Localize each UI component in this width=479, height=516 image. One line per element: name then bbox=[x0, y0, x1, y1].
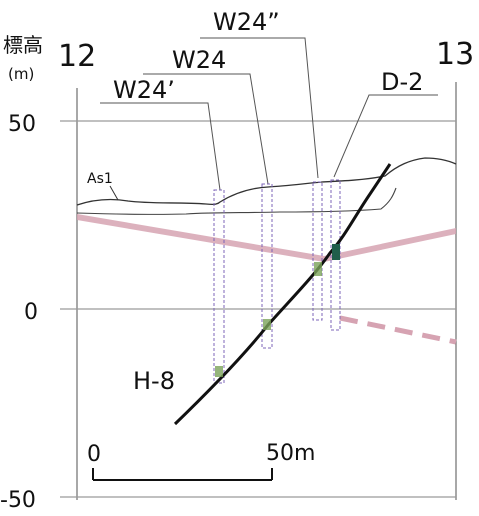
callout-d2 bbox=[333, 94, 438, 178]
fault-marker-w24 bbox=[263, 319, 271, 330]
pink-dashed-extension bbox=[339, 315, 457, 345]
borehole-label-w24-double: W24” bbox=[213, 8, 280, 36]
callout-w24-prime bbox=[100, 102, 221, 191]
fault-h8-line bbox=[173, 163, 392, 426]
scale-bar-end-label: 50m bbox=[266, 441, 315, 466]
fault-marker-w24-double bbox=[314, 262, 322, 276]
unit-label: (m) bbox=[8, 65, 34, 83]
right-section-number: 13 bbox=[436, 37, 474, 72]
left-section-number: 12 bbox=[58, 39, 96, 74]
terrain-surface bbox=[76, 157, 457, 206]
scale-bar-start-label: 0 bbox=[87, 442, 101, 467]
borehole-w24-prime bbox=[213, 189, 225, 384]
borehole-d2 bbox=[330, 179, 341, 331]
as1-layer-label: As1 bbox=[87, 171, 113, 187]
fault-marker-d2 bbox=[332, 244, 340, 260]
callout-w24 bbox=[143, 73, 269, 185]
borehole-label-d2: D-2 bbox=[381, 68, 423, 96]
fault-marker-w24-prime bbox=[215, 366, 223, 377]
borehole-label-w24-prime: W24’ bbox=[113, 76, 175, 104]
as1-lower-boundary bbox=[76, 187, 397, 215]
as1-leader bbox=[109, 185, 119, 201]
y-tick--50: -50 bbox=[0, 488, 36, 512]
elevation-label: 標高 bbox=[3, 33, 43, 57]
fault-label: H-8 bbox=[133, 367, 175, 395]
callout-w24-double bbox=[200, 37, 319, 179]
pink-strata-band bbox=[77, 214, 456, 262]
y-tick-50: 50 bbox=[8, 112, 36, 137]
y-tick-0: 0 bbox=[24, 300, 38, 325]
borehole-w24 bbox=[261, 183, 273, 349]
borehole-w24-double bbox=[312, 181, 323, 321]
borehole-label-w24: W24 bbox=[172, 46, 226, 74]
